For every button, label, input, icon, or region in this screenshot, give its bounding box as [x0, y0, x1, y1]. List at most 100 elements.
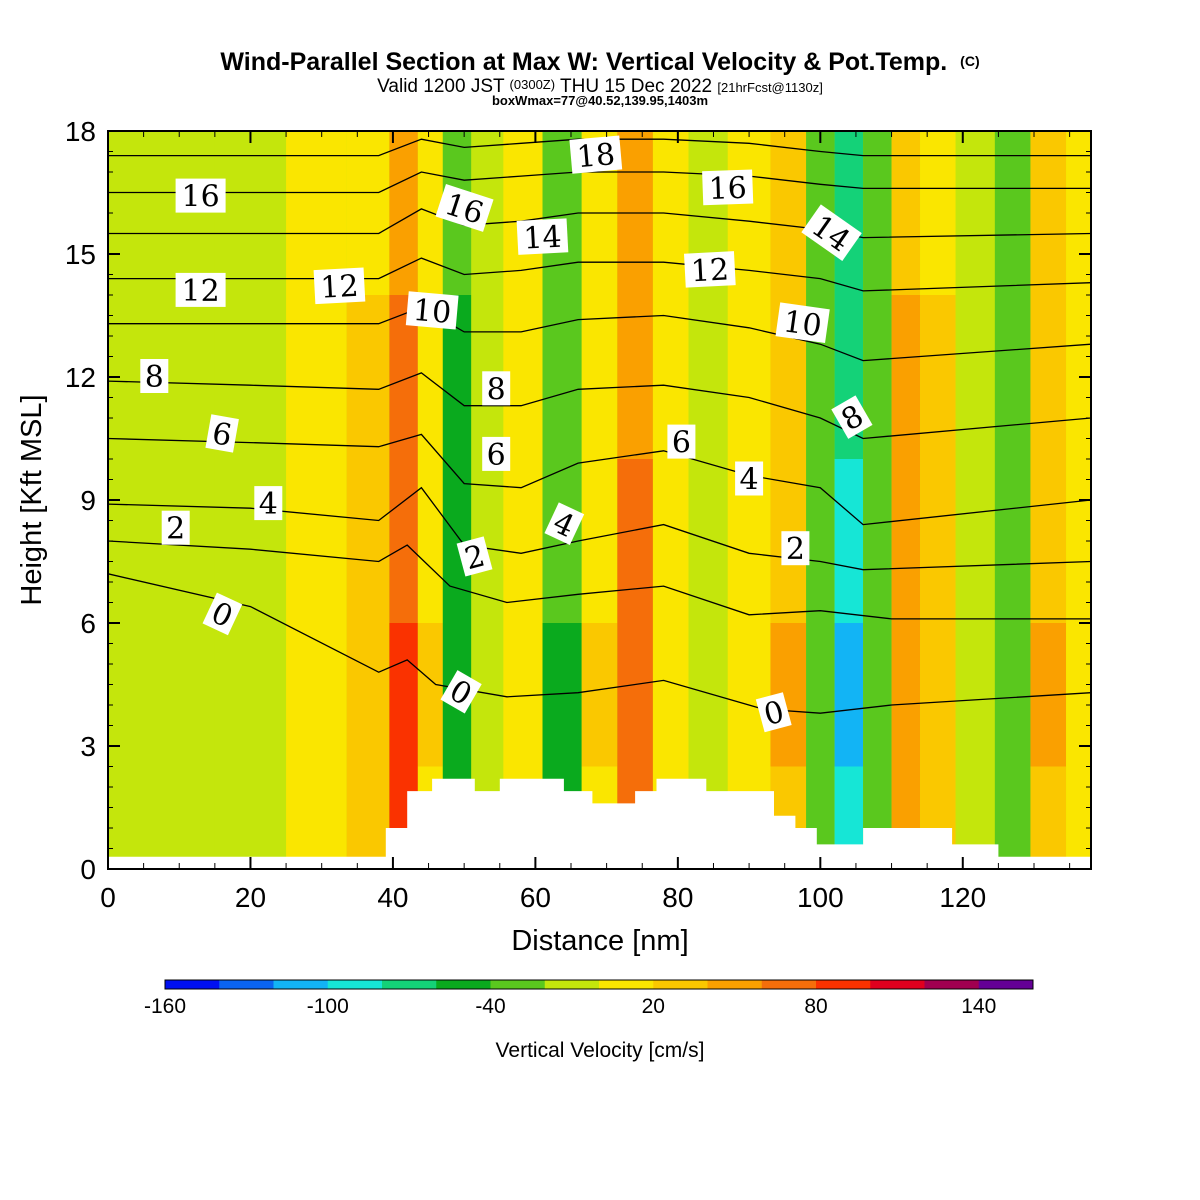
contour-label: 2	[781, 531, 810, 567]
chart-subtitle: Valid 1200 JST (0300Z) THU 15 Dec 2022 […	[377, 73, 823, 97]
contour-label-text: 2	[786, 532, 805, 567]
colorbar-tick-label: 80	[804, 995, 827, 1018]
velocity-cell	[617, 459, 653, 623]
chart-title-copyright: (C)	[960, 53, 979, 69]
y-tick-label: 18	[65, 116, 96, 147]
colorbar-swatch	[382, 980, 437, 989]
contour-label: 16	[702, 169, 754, 207]
colorbar-swatch	[924, 980, 980, 989]
colorbar-swatch	[219, 980, 274, 989]
contour-label: 6	[667, 424, 696, 461]
velocity-cell	[150, 131, 215, 295]
velocity-cell	[581, 295, 618, 459]
contour-label-bg	[140, 359, 169, 393]
y-tick-label: 15	[65, 239, 96, 270]
forecast-info: [21hrFcst@1130z]	[717, 80, 822, 95]
velocity-cell	[1030, 131, 1067, 295]
velocity-cell	[955, 131, 995, 295]
contour-label-text: 12	[690, 252, 730, 289]
y-axis-ticks: 0 3 6 9 12 15 18	[65, 116, 1091, 885]
velocity-cell	[346, 766, 390, 869]
contour-label: 6	[482, 436, 511, 473]
contour-label-bg	[516, 218, 569, 255]
box-info: boxWmax=77@40.52,139.95,1403m	[492, 93, 708, 108]
theta-contour-line	[108, 306, 1091, 362]
colorbar-swatch	[816, 980, 871, 989]
velocity-cell	[955, 459, 995, 623]
y-tick-label: 12	[65, 362, 96, 393]
velocity-cell	[1066, 623, 1091, 767]
terrain-mask	[108, 778, 1091, 869]
colorbar-swatch	[870, 980, 925, 989]
contour-label-text: 16	[708, 171, 747, 207]
contour-label-text: 10	[412, 293, 453, 331]
velocity-cell	[1030, 459, 1067, 623]
velocity-cell	[346, 459, 390, 623]
velocity-cell	[652, 623, 689, 767]
contour-label: 12	[683, 251, 736, 289]
velocity-cell	[727, 295, 771, 459]
velocity-cell	[346, 295, 390, 459]
theta-contour-line	[108, 372, 1091, 440]
colorbar-tick-label: -160	[144, 995, 186, 1018]
contour-label-bg	[161, 510, 190, 545]
colorbar-swatch	[599, 980, 654, 989]
contour-label-text: 2	[166, 512, 185, 547]
velocity-cell	[581, 459, 618, 623]
contour-label-text: 18	[575, 137, 616, 175]
velocity-cell	[920, 459, 956, 623]
contour-label: 12	[313, 267, 366, 306]
y-tick-label: 6	[80, 608, 96, 639]
chart-title: Wind-Parallel Section at Max W: Vertical…	[220, 48, 979, 76]
velocity-cell	[920, 295, 956, 459]
velocity-cell	[108, 131, 151, 295]
velocity-cell	[214, 766, 287, 869]
contour-label-bg	[440, 670, 482, 714]
theta-contour-line	[108, 171, 1091, 194]
velocity-cell	[346, 131, 390, 295]
contour-label-text: 14	[523, 220, 563, 257]
contour-label-text: 4	[259, 487, 278, 522]
contour-label-bg	[735, 461, 764, 496]
contour-label-bg	[781, 531, 810, 566]
contour-label-text: 6	[672, 426, 691, 461]
velocity-cell	[955, 295, 995, 459]
contour-label-text: 8	[145, 360, 164, 395]
contour-label-bg	[202, 592, 243, 636]
velocity-cell	[994, 623, 1031, 767]
velocity-cell	[891, 459, 921, 623]
velocity-cell	[214, 623, 287, 767]
velocity-cell	[891, 131, 921, 295]
colorbar-swatch	[165, 980, 220, 989]
contour-label-bg	[175, 178, 226, 213]
velocity-cell	[150, 766, 215, 869]
x-tick-label: 80	[662, 882, 693, 913]
velocity-cell	[346, 623, 390, 767]
velocity-cell	[994, 459, 1031, 623]
velocity-cell	[417, 623, 443, 767]
contour-label: 8	[482, 371, 511, 407]
contour-label-bg	[313, 267, 366, 305]
velocity-cell	[891, 295, 921, 459]
colorbar-swatch	[707, 980, 763, 989]
velocity-cell	[652, 459, 689, 623]
velocity-cell	[389, 459, 418, 623]
velocity-cell	[770, 131, 807, 295]
theta-contour-line	[108, 138, 1091, 157]
velocity-cell	[108, 766, 151, 869]
colorbar-swatch	[490, 980, 546, 989]
x-tick-label: 60	[520, 882, 551, 913]
colorbar-frame	[164, 979, 1034, 990]
velocity-cell	[727, 131, 771, 295]
theta-contour-line	[108, 486, 1091, 571]
contour-label-text: 10	[781, 304, 824, 344]
contour-label-text: 12	[182, 274, 220, 309]
contour-label-text: 6	[487, 438, 506, 473]
velocity-cell	[286, 623, 347, 767]
velocity-cell	[863, 295, 892, 459]
velocity-cell	[920, 623, 956, 767]
x-tick-label: 40	[377, 882, 408, 913]
theta-contour-line	[108, 433, 1091, 526]
contour-label-bg	[702, 169, 754, 206]
velocity-cell	[891, 623, 921, 767]
